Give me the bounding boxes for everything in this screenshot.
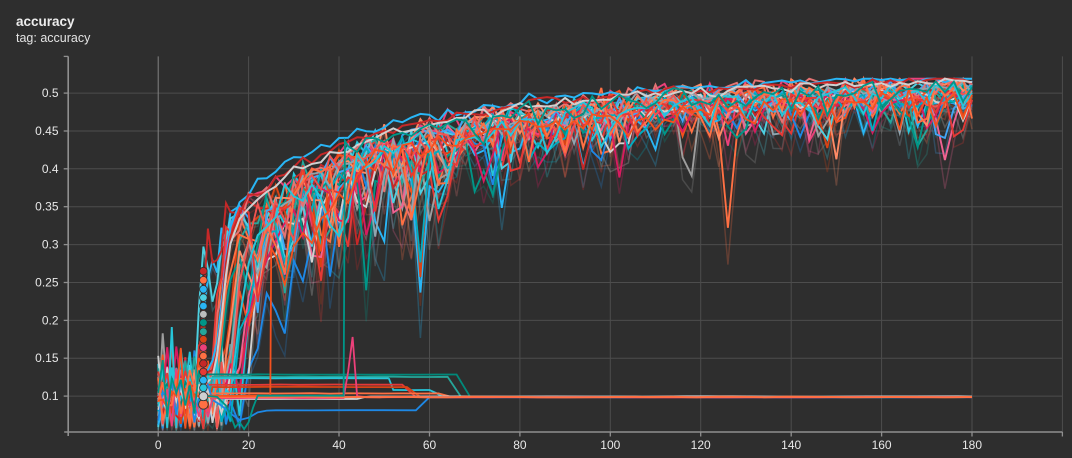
svg-text:0.15: 0.15 — [35, 351, 59, 365]
svg-text:0.3: 0.3 — [42, 238, 59, 252]
svg-text:20: 20 — [242, 438, 256, 452]
svg-text:0.45: 0.45 — [35, 124, 59, 138]
svg-text:40: 40 — [332, 438, 346, 452]
svg-text:100: 100 — [600, 438, 620, 452]
svg-text:0.5: 0.5 — [42, 86, 59, 100]
svg-text:140: 140 — [781, 438, 801, 452]
svg-text:0.25: 0.25 — [35, 276, 59, 290]
svg-text:0.2: 0.2 — [42, 313, 59, 327]
svg-text:0.1: 0.1 — [42, 389, 59, 403]
svg-text:120: 120 — [691, 438, 711, 452]
svg-text:0: 0 — [155, 438, 162, 452]
svg-text:0.4: 0.4 — [42, 162, 59, 176]
svg-text:0.35: 0.35 — [35, 200, 59, 214]
svg-text:80: 80 — [513, 438, 527, 452]
svg-text:160: 160 — [872, 438, 892, 452]
svg-text:60: 60 — [423, 438, 437, 452]
svg-text:180: 180 — [962, 438, 982, 452]
